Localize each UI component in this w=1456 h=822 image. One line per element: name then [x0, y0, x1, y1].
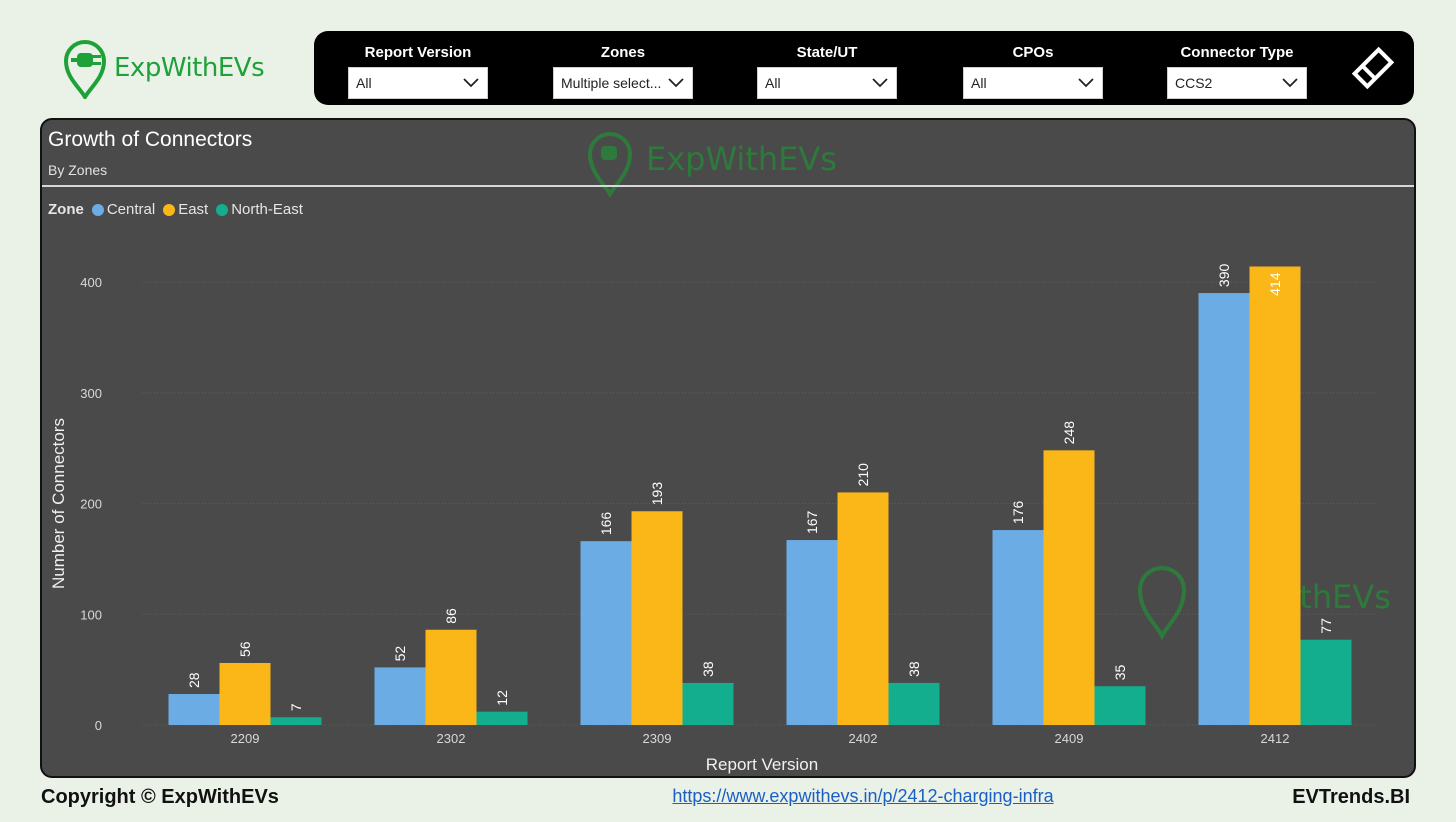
x-axis-title: Report Version — [706, 755, 818, 774]
filter-label: Connector Type — [1180, 44, 1294, 61]
bar-north-east-2409 — [1094, 686, 1146, 725]
x-tick-label: 2302 — [437, 731, 466, 746]
filter-cpos: CPOs All — [963, 43, 1103, 99]
brand-logo: ExpWithEVs — [62, 36, 265, 100]
y-axis-title: Number of Connectors — [49, 418, 68, 589]
data-label: 7 — [288, 703, 304, 711]
data-label: 193 — [649, 482, 665, 506]
chevron-down-icon — [872, 78, 888, 88]
bar-north-east-2412 — [1300, 639, 1352, 725]
filter-label: State/UT — [796, 44, 858, 61]
bar-chart: 0 100 200 300 400 Number of Connectors Report … — [49, 264, 1378, 774]
filter-value: CCS2 — [1175, 75, 1213, 91]
filter-label: Zones — [600, 44, 646, 61]
filter-bar: Report Version All Zones Multiple select… — [314, 31, 1414, 105]
bar-central-2409 — [992, 530, 1044, 725]
y-tick-label: 300 — [80, 386, 102, 401]
plug-pin-icon — [63, 40, 107, 99]
data-label: 52 — [392, 646, 408, 662]
legend-label: East — [178, 201, 209, 218]
data-label: 210 — [855, 463, 871, 487]
x-tick-label: 2309 — [643, 731, 672, 746]
y-tick-label: 400 — [80, 275, 102, 290]
chevron-down-icon — [1078, 78, 1094, 88]
legend-dot-central — [91, 203, 104, 216]
data-label: 248 — [1061, 421, 1077, 445]
filter-label: Report Version — [364, 44, 472, 61]
filter-value: All — [356, 75, 372, 91]
data-label: 38 — [906, 661, 922, 677]
bar-east-2309 — [631, 511, 683, 725]
filter-value: All — [971, 75, 987, 91]
bar-east-2209 — [219, 662, 271, 725]
x-tick-label: 2412 — [1261, 731, 1290, 746]
data-label: 166 — [598, 512, 614, 536]
bar-north-east-2209 — [270, 717, 322, 725]
bar-central-2402 — [786, 540, 838, 725]
bar-east-2302 — [425, 629, 477, 725]
footer-brand: EVTrends.BI — [1292, 786, 1410, 808]
chevron-down-icon — [463, 78, 479, 88]
legend-label: Central — [106, 201, 156, 218]
filter-connector-type: Connector Type CCS2 — [1167, 43, 1307, 99]
y-tick-label: 100 — [80, 607, 102, 622]
data-label: 35 — [1112, 664, 1128, 680]
x-tick-label: 2209 — [231, 731, 260, 746]
bar-north-east-2402 — [888, 682, 940, 725]
data-label: 167 — [804, 510, 820, 534]
bar-north-east-2309 — [682, 682, 734, 725]
bar-east-2409 — [1043, 450, 1095, 725]
bar-central-2309 — [580, 541, 632, 725]
bar-east-2412 — [1249, 266, 1301, 725]
legend-item-north-east[interactable]: North-East — [216, 201, 303, 218]
report-version-dropdown[interactable]: All — [348, 67, 488, 99]
connector-type-dropdown[interactable]: CCS2 — [1167, 67, 1307, 99]
filter-value: All — [765, 75, 781, 91]
chart-legend: Zone Central East North-East — [48, 201, 311, 218]
bar-central-2302 — [374, 667, 426, 725]
legend-dot-north-east — [216, 203, 229, 216]
filter-zones: Zones Multiple select... — [553, 43, 693, 99]
filter-report-version: Report Version All — [348, 43, 488, 99]
chevron-down-icon — [1282, 78, 1298, 88]
title-divider — [42, 185, 1414, 187]
x-tick-label: 2409 — [1055, 731, 1084, 746]
legend-label: North-East — [231, 201, 303, 218]
bar-central-2412 — [1198, 293, 1250, 725]
bar-central-2209 — [168, 693, 220, 725]
legend-item-central[interactable]: Central — [91, 201, 156, 218]
data-label: 414 — [1267, 272, 1283, 296]
copyright-text: Copyright © ExpWithEVs — [41, 786, 279, 808]
data-label: 77 — [1318, 618, 1334, 634]
bar-east-2402 — [837, 492, 889, 725]
data-label: 390 — [1216, 264, 1232, 288]
data-label: 86 — [443, 608, 459, 624]
zones-dropdown[interactable]: Multiple select... — [553, 67, 693, 99]
cpos-dropdown[interactable]: All — [963, 67, 1103, 99]
chart-subtitle: By Zones — [48, 162, 108, 178]
chevron-down-icon — [668, 78, 684, 88]
filter-value: Multiple select... — [561, 75, 662, 91]
chart-title: Growth of Connectors — [48, 128, 253, 151]
data-label: 56 — [237, 641, 253, 657]
bar-north-east-2302 — [476, 711, 528, 725]
data-label: 176 — [1010, 501, 1026, 525]
source-link[interactable]: https://www.expwithevs.in/p/2412-chargin… — [672, 786, 1054, 806]
state-ut-dropdown[interactable]: All — [757, 67, 897, 99]
legend-item-east[interactable]: East — [163, 201, 208, 218]
data-label: 12 — [494, 690, 510, 706]
eraser-icon[interactable] — [1350, 45, 1396, 91]
logo-text: ExpWithEVs — [114, 53, 265, 83]
y-tick-label: 200 — [80, 497, 102, 512]
x-tick-label: 2402 — [849, 731, 878, 746]
legend-dot-east — [163, 203, 176, 216]
data-label: 38 — [700, 661, 716, 677]
y-tick-label: 0 — [95, 718, 102, 733]
filter-label: CPOs — [1012, 44, 1054, 61]
legend-title: Zone — [48, 201, 84, 218]
filter-state-ut: State/UT All — [757, 43, 897, 99]
data-label: 28 — [186, 672, 202, 688]
chart-panel: ExpWithEVs ExpWithEVs Growth of Connecto… — [40, 118, 1416, 778]
